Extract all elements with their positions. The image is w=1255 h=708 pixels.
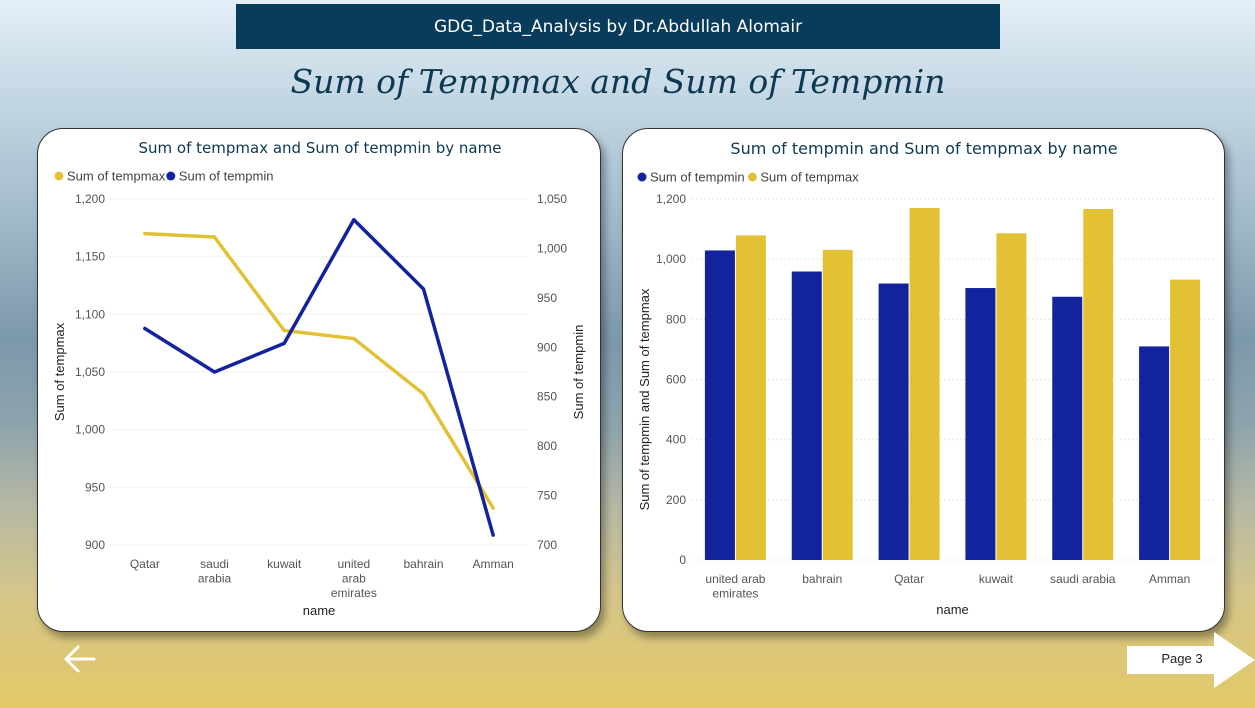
y-tick-left: 950 <box>85 480 105 494</box>
x-tick-label: bahrain <box>802 572 842 586</box>
bar-tempmax <box>909 208 940 560</box>
legend-label-0: Sum of tempmin <box>650 170 745 185</box>
x-tick-label: kuwait <box>267 557 302 571</box>
y-tick: 600 <box>666 373 686 387</box>
x-tick-label: Amman <box>1149 572 1190 586</box>
y-tick: 1,200 <box>656 192 686 206</box>
y-tick-left: 1,150 <box>75 250 105 264</box>
legend-marker-1 <box>166 171 176 181</box>
bar-tempmax <box>735 235 766 561</box>
x-tick-label: Qatar <box>894 572 924 586</box>
y-axis-title: Sum of tempmin and Sum of tempmax <box>637 288 652 510</box>
y-tick-right: 850 <box>537 390 557 404</box>
bar-tempmax <box>1083 208 1114 560</box>
y-tick-left: 1,000 <box>75 423 105 437</box>
back-button[interactable] <box>60 640 100 680</box>
y-tick-right: 800 <box>537 439 557 453</box>
bar-tempmin <box>1139 346 1170 560</box>
data-point-tempmin <box>352 218 356 222</box>
data-point-tempmax <box>143 232 147 236</box>
y-axis-title-left: Sum of tempmax <box>52 322 67 421</box>
y-tick-right: 750 <box>537 489 557 503</box>
data-point-tempmax <box>282 328 286 332</box>
legend-marker-0 <box>54 171 64 181</box>
x-tick-label: bahrain <box>403 557 443 571</box>
data-point-tempmax <box>491 506 495 510</box>
x-tick-label: saudi arabia <box>1050 572 1116 586</box>
page-title: Sum of Tempmax and Sum of Tempmin <box>290 62 946 101</box>
x-tick-label: united arab emirates <box>331 557 377 600</box>
x-axis-title: name <box>936 602 969 617</box>
y-tick: 400 <box>666 433 686 447</box>
page-navigator-button[interactable]: Page 3 <box>1127 632 1255 688</box>
y-tick-right: 1,050 <box>537 192 567 206</box>
bar-chart-card[interactable]: Sum of tempmin and Sum of tempmax by nam… <box>622 128 1225 632</box>
line-chart: Sum of tempmax and Sum of tempmin by nam… <box>52 139 586 618</box>
y-axis-title-right: Sum of tempmin <box>571 325 586 420</box>
arrow-left-icon <box>64 645 96 673</box>
bar-chart-title: Sum of tempmin and Sum of tempmax by nam… <box>730 139 1117 158</box>
series-line-tempmax <box>143 231 495 510</box>
data-point-tempmin <box>282 341 286 345</box>
y-tick: 1,000 <box>656 252 686 266</box>
data-point-tempmax <box>422 392 425 396</box>
y-tick-right: 1,000 <box>537 241 567 255</box>
line-chart-title: Sum of tempmax and Sum of tempmin by nam… <box>139 139 502 157</box>
data-point-tempmax <box>213 235 216 239</box>
report-header: GDG_Data_Analysis by Dr.Abdullah Alomair <box>236 4 1000 49</box>
y-tick-right: 700 <box>537 538 557 552</box>
page-label: Page 3 <box>1161 651 1203 666</box>
x-tick-label: Amman <box>472 557 513 571</box>
data-point-tempmin <box>213 370 216 374</box>
legend-label-1: Sum of tempmin <box>179 169 274 184</box>
report-header-title: GDG_Data_Analysis by Dr.Abdullah Alomair <box>433 16 803 37</box>
y-tick: 200 <box>666 493 686 507</box>
y-tick-left: 1,200 <box>75 192 105 206</box>
y-tick-right: 900 <box>537 340 557 354</box>
x-tick-label: kuwait <box>979 572 1014 586</box>
bar-tempmax <box>996 233 1027 561</box>
arrow-right-shape-icon <box>1127 632 1255 688</box>
y-tick: 800 <box>666 312 686 326</box>
legend-label-1: Sum of tempmax <box>760 170 859 185</box>
series-line-tempmin <box>143 218 495 537</box>
legend-marker-1 <box>747 172 757 182</box>
legend-marker-0 <box>637 172 647 182</box>
data-point-tempmax <box>352 337 356 341</box>
legend-label-0: Sum of tempmax <box>67 169 166 184</box>
data-point-tempmin <box>143 327 147 331</box>
x-tick-label: Qatar <box>130 557 160 571</box>
y-tick: 0 <box>679 553 686 567</box>
bar-tempmin <box>791 271 822 560</box>
bar-tempmax <box>1170 279 1201 560</box>
bar-chart: Sum of tempmin and Sum of tempmax by nam… <box>637 139 1213 617</box>
y-tick-left: 900 <box>85 538 105 552</box>
bar-tempmax <box>822 249 853 561</box>
x-tick-label: saudi arabia <box>198 557 232 586</box>
y-tick-left: 1,050 <box>75 365 105 379</box>
bar-tempmin <box>1052 296 1083 560</box>
y-tick-left: 1,100 <box>75 307 105 321</box>
y-tick-right: 950 <box>537 291 557 305</box>
data-point-tempmin <box>491 533 495 537</box>
data-point-tempmin <box>422 287 425 291</box>
bar-tempmin <box>878 283 909 560</box>
x-axis-title: name <box>303 603 336 618</box>
bar-tempmin <box>704 250 735 560</box>
bar-tempmin <box>965 288 996 560</box>
x-tick-label: united arab emirates <box>705 572 765 601</box>
line-chart-card[interactable]: Sum of tempmax and Sum of tempmin by nam… <box>37 128 601 632</box>
